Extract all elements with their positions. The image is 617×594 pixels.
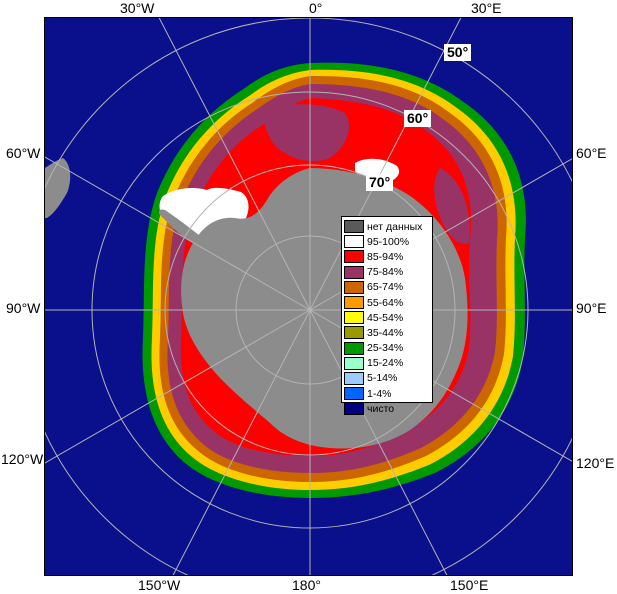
legend-label: 55-64% — [367, 296, 404, 309]
legend-item: 1-4% — [344, 386, 432, 401]
legend-label: 1-4% — [367, 387, 392, 400]
legend-swatch — [344, 387, 364, 401]
lon-label-150w-bottom: 150°W — [138, 577, 181, 593]
lon-label-60e-right: 60°E — [576, 145, 607, 161]
legend-swatch — [344, 280, 364, 294]
lon-label-30w-top: 30°W — [120, 0, 155, 16]
legend-item: 15-24% — [344, 356, 432, 371]
lon-label-120e-right: 120°E — [576, 455, 615, 471]
legend-swatch — [344, 356, 364, 370]
lon-label-120w-left: 120°W — [1, 451, 44, 467]
legend-swatch — [344, 220, 364, 234]
legend-label: 45-54% — [367, 311, 404, 324]
legend-label: 65-74% — [367, 281, 404, 294]
coordinate-grid — [45, 18, 572, 575]
legend-swatch — [344, 311, 364, 325]
south-america-tip — [45, 158, 71, 218]
lon-label-30e-top: 30°E — [471, 0, 502, 16]
lat-label-70: 70° — [366, 174, 394, 191]
lon-label-90e-right: 90°E — [576, 300, 607, 316]
legend-swatch — [344, 235, 364, 249]
map-canvas — [45, 18, 572, 575]
legend-label: чисто — [367, 402, 395, 415]
legend-label: 95-100% — [367, 235, 410, 248]
ice-patch-purple-north — [265, 104, 350, 162]
legend-swatch — [344, 250, 364, 264]
legend-item: 75-84% — [344, 265, 432, 280]
legend-swatch — [344, 402, 364, 416]
legend-swatch — [344, 341, 364, 355]
legend-item: 95-100% — [344, 234, 432, 249]
lon-label-60w-left: 60°W — [6, 145, 41, 161]
legend-item: 35-44% — [344, 325, 432, 340]
legend-item: 65-74% — [344, 280, 432, 295]
legend-item: нет данных — [344, 219, 432, 234]
lon-label-180-bottom: 180° — [292, 577, 321, 593]
lon-label-150e-bottom: 150°E — [450, 577, 489, 593]
legend-label: 15-24% — [367, 357, 404, 370]
legend-label: нет данных — [367, 220, 423, 233]
lon-label-90w-left: 90°W — [6, 300, 41, 316]
ice-patch-purple-east — [434, 168, 470, 244]
legend-item: чисто — [344, 401, 432, 416]
legend-swatch — [344, 326, 364, 340]
lat-label-60: 60° — [404, 110, 432, 127]
legend-item: 55-64% — [344, 295, 432, 310]
concentration-legend: нет данных 95-100% 85-94% 75-84% 65-74% 55-64… — [341, 216, 433, 416]
antarctic-peninsula — [158, 209, 200, 244]
legend-label: 5-14% — [367, 372, 398, 385]
legend-swatch — [344, 265, 364, 279]
legend-item: 5-14% — [344, 371, 432, 386]
ice-concentration-map — [44, 17, 573, 576]
legend-swatch — [344, 296, 364, 310]
legend-label: 35-44% — [367, 326, 404, 339]
legend-label: 85-94% — [367, 250, 404, 263]
legend-label: 75-84% — [367, 266, 404, 279]
legend-item: 25-34% — [344, 341, 432, 356]
lon-label-0-top: 0° — [309, 0, 323, 16]
legend-label: 25-34% — [367, 342, 404, 355]
lat-label-50: 50° — [444, 44, 472, 61]
legend-item: 45-54% — [344, 310, 432, 325]
legend-item: 85-94% — [344, 249, 432, 264]
legend-swatch — [344, 371, 364, 385]
